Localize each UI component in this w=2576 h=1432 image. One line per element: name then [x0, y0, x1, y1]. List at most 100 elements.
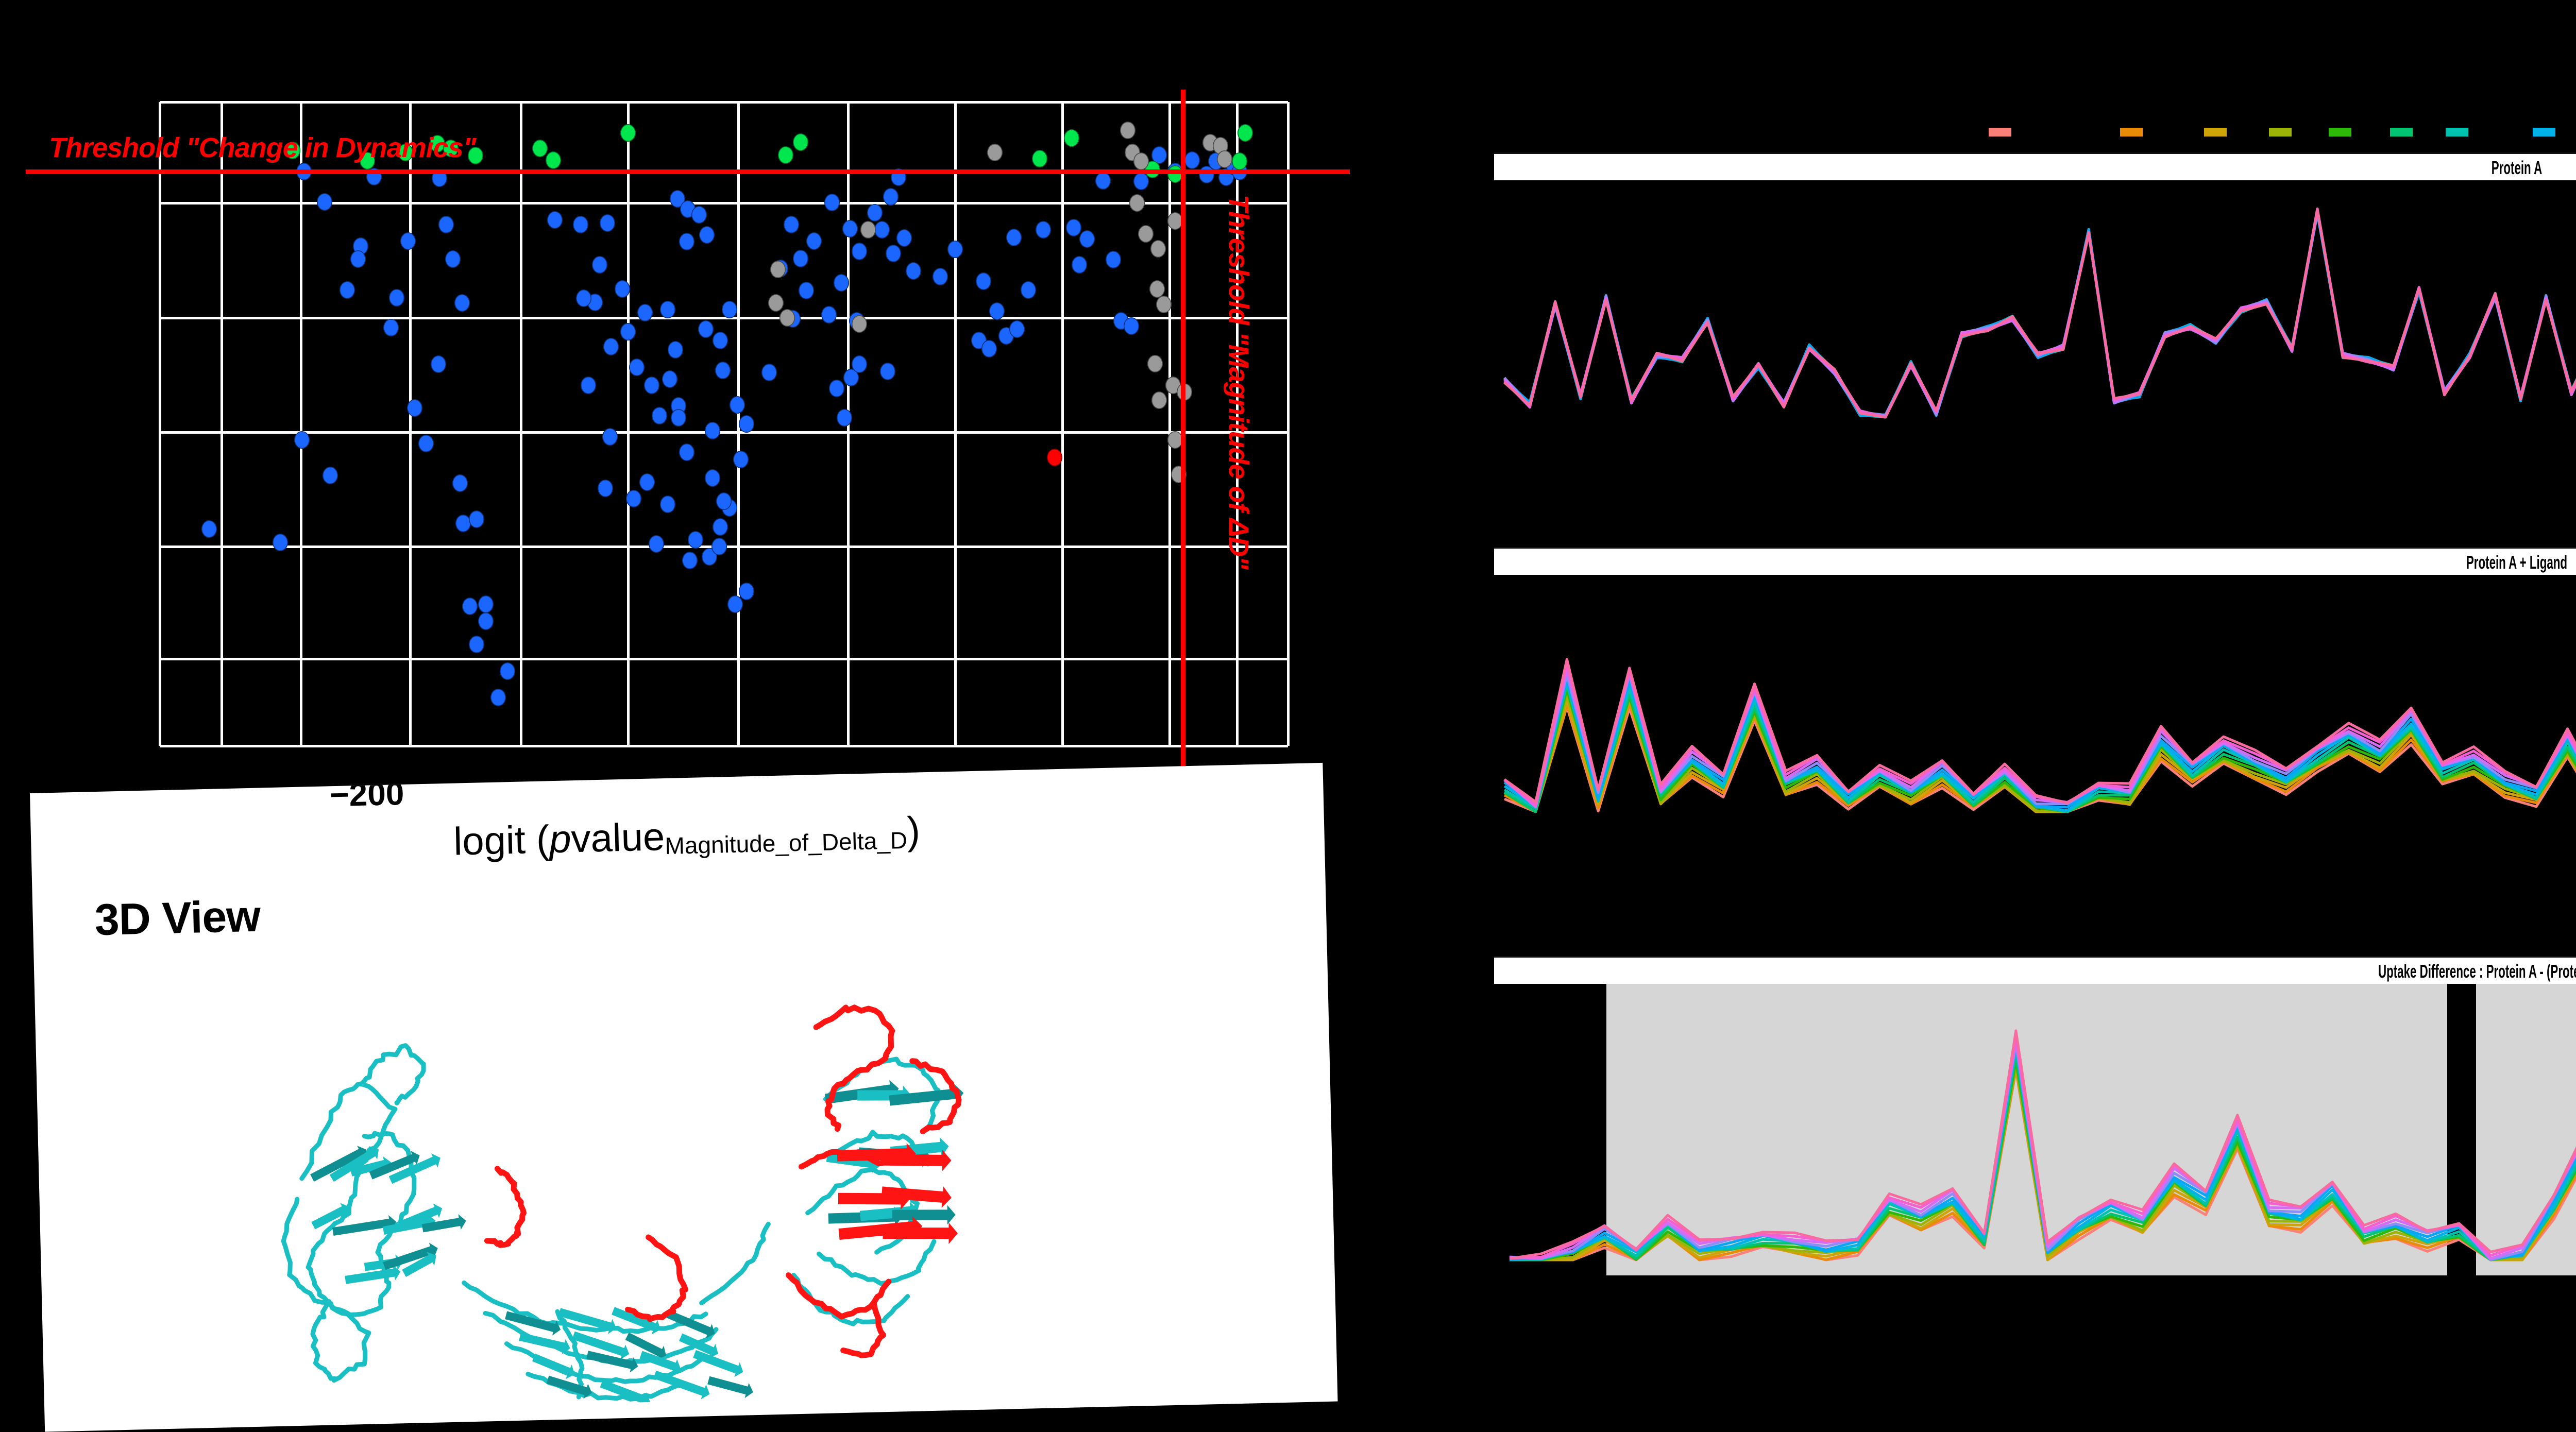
volcano-point-significant[interactable]	[761, 364, 777, 381]
volcano-point-significant[interactable]	[469, 635, 485, 653]
volcano-point-significant[interactable]	[1009, 320, 1025, 338]
volcano-point-significant[interactable]	[711, 537, 727, 555]
volcano-point-significant[interactable]	[452, 474, 468, 492]
uptake-trace[interactable]	[1504, 705, 2576, 813]
volcano-point-significant[interactable]	[715, 362, 731, 380]
volcano-point-significant[interactable]	[350, 250, 366, 268]
volcano-point-significant[interactable]	[829, 380, 844, 398]
volcano-point-significant[interactable]	[592, 256, 608, 274]
volcano-point-significant[interactable]	[784, 215, 800, 233]
volcano-point-significant[interactable]	[629, 359, 645, 376]
legend-swatch-1[interactable]	[2120, 128, 2143, 137]
volcano-point-above-dynamics-threshold[interactable]	[1063, 129, 1079, 147]
volcano-point-significant[interactable]	[400, 232, 416, 250]
volcano-point-significant[interactable]	[671, 408, 687, 427]
uptake-trace[interactable]	[1503, 679, 2576, 812]
volcano-point-significant[interactable]	[798, 282, 814, 300]
volcano-point-significant[interactable]	[867, 204, 883, 221]
volcano-point-above-dynamics-threshold[interactable]	[429, 135, 445, 153]
volcano-point-significant[interactable]	[576, 289, 592, 308]
uptake-panel-protein-a-ligand[interactable]: Protein A + Ligand	[1494, 547, 2576, 815]
volcano-point-significant[interactable]	[1065, 218, 1081, 236]
volcano-point-significant[interactable]	[659, 300, 675, 318]
volcano-point-above-dynamics-threshold[interactable]	[620, 124, 636, 142]
uptake-panel-protein-a[interactable]: Protein A	[1494, 152, 2576, 420]
volcano-point-significant[interactable]	[842, 220, 858, 238]
volcano-point-significant[interactable]	[733, 450, 749, 468]
volcano-point-above-dynamics-threshold[interactable]	[778, 146, 794, 164]
volcano-point-significant[interactable]	[1123, 317, 1139, 335]
volcano-point-significant[interactable]	[851, 355, 867, 373]
volcano-point-above-dynamics-threshold[interactable]	[532, 140, 548, 157]
volcano-point-significant[interactable]	[273, 534, 289, 551]
volcano-point-significant[interactable]	[730, 396, 745, 414]
volcano-point-significant[interactable]	[600, 214, 616, 232]
volcano-point-significant[interactable]	[418, 434, 434, 452]
volcano-point-significant[interactable]	[1079, 230, 1095, 248]
volcano-point-significant[interactable]	[896, 229, 912, 247]
volcano-point-significant[interactable]	[824, 194, 840, 211]
volcano-point-significant[interactable]	[667, 341, 683, 359]
volcano-point-unchanged[interactable]	[1147, 354, 1163, 372]
legend-swatch-5[interactable]	[2389, 128, 2413, 137]
volcano-point-significant[interactable]	[662, 370, 677, 388]
uptake-trace[interactable]	[1503, 212, 2576, 417]
volcano-point-significant[interactable]	[688, 531, 704, 549]
volcano-point-significant[interactable]	[874, 220, 890, 238]
volcano-point-significant[interactable]	[1095, 172, 1111, 190]
volcano-point-significant[interactable]	[806, 232, 822, 250]
volcano-point-significant[interactable]	[383, 318, 399, 336]
volcano-point-unchanged[interactable]	[987, 143, 1003, 161]
volcano-point-significant[interactable]	[388, 289, 404, 306]
volcano-point-significant[interactable]	[851, 243, 867, 260]
volcano-point-significant[interactable]	[833, 274, 849, 292]
volcano-point-above-dynamics-threshold[interactable]	[792, 133, 808, 151]
volcano-point-significant[interactable]	[721, 300, 737, 318]
uptake-trace[interactable]	[1503, 207, 2576, 419]
volcano-point-significant[interactable]	[682, 552, 698, 569]
uptake-trace[interactable]	[1503, 208, 2576, 419]
volcano-point-above-dynamics-threshold[interactable]	[1231, 152, 1247, 170]
volcano-point-above-dynamics-threshold[interactable]	[1032, 150, 1048, 167]
volcano-point-significant[interactable]	[406, 399, 422, 417]
volcano-point-significant[interactable]	[603, 338, 619, 355]
legend-swatch-3[interactable]	[2268, 128, 2292, 137]
volcano-point-unchanged[interactable]	[779, 309, 795, 327]
volcano-point-unchanged[interactable]	[1150, 240, 1166, 258]
volcano-point-significant[interactable]	[821, 305, 837, 323]
volcano-point-significant[interactable]	[885, 244, 901, 262]
volcano-point-significant[interactable]	[738, 583, 754, 600]
volcano-point-above-dynamics-threshold[interactable]	[546, 151, 562, 169]
volcano-point-significant[interactable]	[438, 215, 454, 233]
volcano-point-significant[interactable]	[879, 362, 895, 380]
uptake-trace[interactable]	[1503, 207, 2576, 419]
volcano-point-significant[interactable]	[294, 431, 310, 449]
volcano-point-significant[interactable]	[455, 514, 471, 532]
uptake-trace[interactable]	[1503, 209, 2576, 419]
volcano-point-significant[interactable]	[322, 467, 338, 484]
uptake-trace[interactable]	[1509, 1029, 2576, 1260]
volcano-point-significant[interactable]	[1035, 220, 1051, 238]
volcano-point-significant[interactable]	[462, 597, 478, 615]
volcano-point-significant[interactable]	[792, 249, 808, 267]
volcano-point-significant[interactable]	[201, 520, 217, 538]
view3d-card[interactable]: −200 logit (pvalueMagnitude_of_Delta_D) …	[30, 762, 1338, 1432]
volcano-point-significant[interactable]	[469, 510, 485, 528]
volcano-point-significant[interactable]	[691, 206, 707, 224]
uptake-trace[interactable]	[1503, 210, 2576, 419]
legend-swatch-7[interactable]	[2533, 128, 2555, 137]
volcano-point-unchanged[interactable]	[1133, 152, 1149, 170]
volcano-point-significant[interactable]	[602, 428, 618, 446]
volcano-point-significant[interactable]	[738, 415, 754, 433]
volcano-point-significant[interactable]	[975, 272, 991, 290]
legend-swatch-6[interactable]	[2446, 128, 2469, 137]
volcano-point-significant[interactable]	[1105, 251, 1121, 269]
volcano-point-above-dynamics-threshold[interactable]	[1167, 165, 1183, 183]
volcano-point-significant[interactable]	[445, 250, 461, 268]
volcano-point-unchanged[interactable]	[1120, 122, 1136, 139]
volcano-point-significant[interactable]	[652, 406, 668, 424]
volcano-point-significant[interactable]	[698, 320, 714, 338]
volcano-point-significant[interactable]	[614, 280, 630, 298]
volcano-point-significant[interactable]	[547, 211, 563, 229]
volcano-point-significant[interactable]	[1184, 151, 1200, 169]
